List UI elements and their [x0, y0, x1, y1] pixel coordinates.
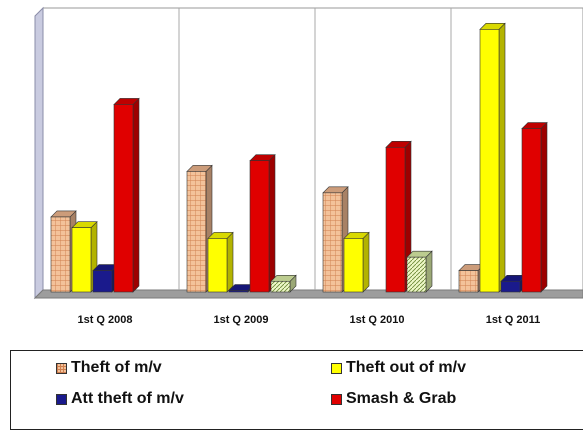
legend-label: Theft of m/v — [71, 359, 162, 376]
bar — [207, 231, 234, 293]
legend-swatch — [56, 362, 67, 374]
x-tick-label: 1st Q 2010 — [349, 314, 404, 326]
legend-item: Theft out of m/v — [331, 359, 466, 377]
legend-swatch — [331, 362, 342, 374]
bar — [270, 274, 297, 293]
plot-left-wall — [34, 6, 44, 300]
bar — [113, 97, 140, 293]
legend-swatch — [56, 393, 67, 405]
legend-label: Att theft of m/v — [71, 390, 184, 407]
x-tick-label: 1st Q 2009 — [213, 314, 268, 326]
legend-swatch — [331, 393, 342, 405]
legend-item: Att theft of m/v — [56, 390, 184, 408]
x-tick-label: 1st Q 2008 — [77, 314, 132, 326]
legend: Theft of m/v Theft out of m/v Att theft of… — [10, 350, 583, 430]
legend-item: Smash & Grab — [331, 390, 456, 408]
chart: 1st Q 2008 1st Q 2009 1st Q 2010 1st Q 2011 — [33, 6, 583, 326]
legend-label: Theft out of m/v — [346, 359, 466, 376]
bar — [343, 231, 370, 293]
bar — [521, 121, 548, 293]
legend-label: Smash & Grab — [346, 390, 457, 407]
plot-floor — [33, 289, 583, 299]
bar — [479, 22, 506, 293]
legend-item: Theft of m/v — [56, 359, 162, 377]
bar — [249, 153, 276, 293]
bar — [406, 250, 433, 293]
x-tick-label: 1st Q 2011 — [486, 314, 540, 326]
